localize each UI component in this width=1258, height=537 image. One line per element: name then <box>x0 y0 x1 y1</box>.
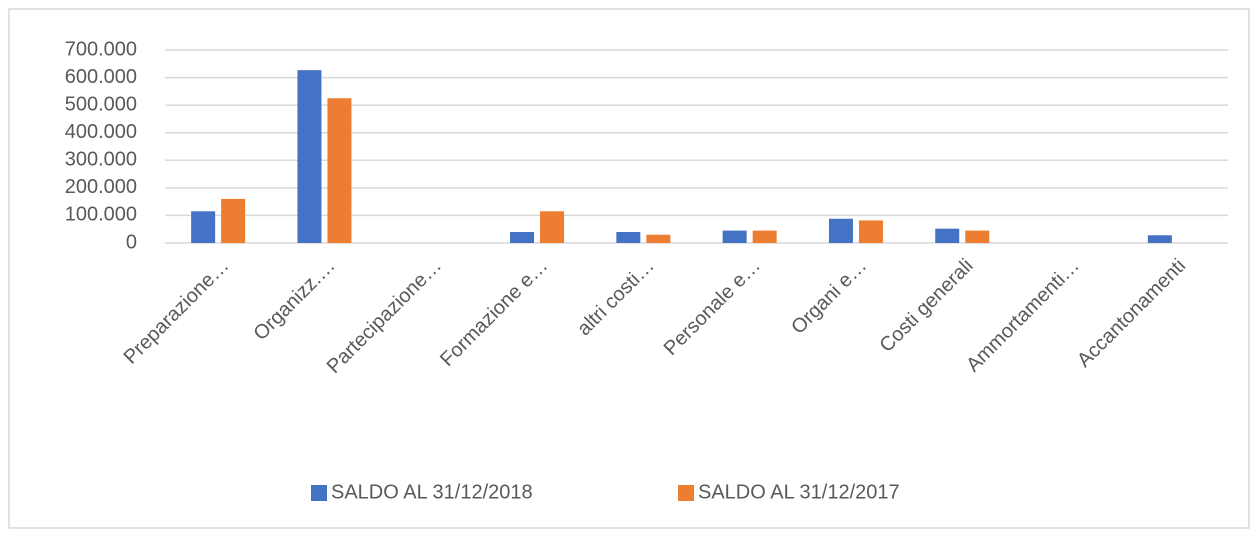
y-tick-label: 100.000 <box>65 204 137 226</box>
y-tick-label: 700.000 <box>65 38 137 60</box>
bar <box>752 230 777 243</box>
bar <box>221 198 246 243</box>
bar <box>646 234 671 243</box>
legend-label: SALDO AL 31/12/2017 <box>698 481 900 503</box>
bar <box>616 231 641 243</box>
bar <box>965 230 990 243</box>
y-tick-label: 500.000 <box>65 93 137 115</box>
y-tick-label: 400.000 <box>65 121 137 143</box>
bar <box>722 230 747 243</box>
y-tick-label: 300.000 <box>65 149 137 171</box>
bar <box>1147 235 1172 243</box>
bar <box>935 228 960 243</box>
legend-swatch <box>678 485 694 501</box>
legend-label: SALDO AL 31/12/2018 <box>331 481 533 503</box>
bar <box>540 211 565 243</box>
y-tick-label: 0 <box>126 231 137 253</box>
bar <box>510 231 535 243</box>
y-tick-label: 200.000 <box>65 176 137 198</box>
bar <box>327 98 352 243</box>
bar <box>828 218 853 243</box>
chart-border <box>8 8 1250 529</box>
y-tick-label: 600.000 <box>65 66 137 88</box>
bar <box>191 211 216 243</box>
legend-swatch <box>311 485 327 501</box>
bar <box>858 220 883 243</box>
bar <box>297 70 322 244</box>
